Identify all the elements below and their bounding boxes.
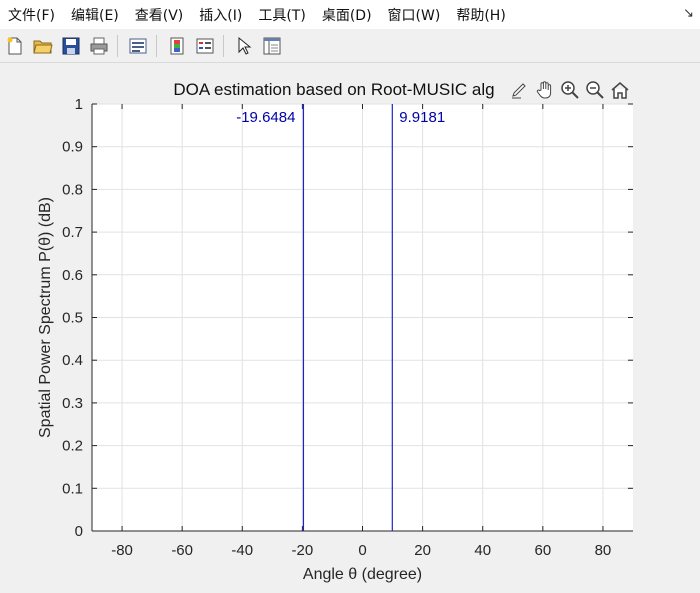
x-tick-label: -80	[111, 542, 133, 559]
figure-toolbar	[0, 29, 700, 63]
figure-canvas: -80 -60 -40 -20 0 20 40 60 80 0 0.1 0.2 0.3 0.4 0.5 0.6…	[0, 63, 700, 589]
x-tick-label: 0	[358, 542, 366, 559]
menu-tools[interactable]: 工具(T)	[258, 7, 306, 24]
menu-window[interactable]: 窗口(W)	[387, 7, 441, 24]
y-tick-label: 0.9	[62, 139, 83, 156]
y-axis-label: Spatial Power Spectrum P(θ) (dB)	[37, 197, 54, 438]
x-tick-label: 40	[474, 542, 491, 559]
y-tick-label: 0	[75, 523, 83, 540]
chart-svg: -80 -60 -40 -20 0 20 40 60 80 0 0.1 0.2 0.3 0.4 0.5 0.6…	[37, 80, 633, 583]
y-tick-label: 0.1	[62, 480, 83, 497]
peak-label-0: -19.6484	[236, 109, 295, 126]
dock-arrow-icon[interactable]: ↘	[683, 6, 694, 21]
chart-title: DOA estimation based on Root-MUSIC alg	[173, 80, 494, 99]
open-folder-icon[interactable]	[30, 33, 56, 59]
print-icon[interactable]	[86, 33, 112, 59]
x-tick-label: 80	[595, 542, 612, 559]
new-file-icon[interactable]	[2, 33, 28, 59]
menu-bar: 文件(F) 编辑(E) 查看(V) 插入(I) 工具(T) 桌面(D) 窗口(W…	[0, 0, 700, 29]
x-tick-label: -20	[292, 542, 314, 559]
colorbar-icon[interactable]	[164, 33, 190, 59]
pan-hand-icon[interactable]	[533, 79, 556, 101]
y-tick-label: 0.5	[62, 310, 83, 327]
y-tick-label: 0.4	[62, 352, 83, 369]
x-axis-label: Angle θ (degree)	[303, 566, 422, 583]
print-preview-icon[interactable]	[125, 33, 151, 59]
save-icon[interactable]	[58, 33, 84, 59]
toolbar-separator	[156, 34, 157, 57]
y-tick-label: 0.6	[62, 267, 83, 284]
menu-desktop[interactable]: 桌面(D)	[321, 7, 372, 24]
legend-icon[interactable]	[192, 33, 218, 59]
x-tick-label: 20	[414, 542, 431, 559]
axes-toolbar	[508, 79, 631, 101]
toolbar-separator	[223, 34, 224, 57]
series	[302, 104, 393, 531]
brush-icon[interactable]	[508, 79, 531, 101]
y-tick-label: 0.7	[62, 224, 83, 241]
x-tick-label: -60	[171, 542, 193, 559]
zoom-out-icon[interactable]	[583, 79, 606, 101]
menu-insert[interactable]: 插入(I)	[199, 7, 243, 24]
peak-label-1: 9.9181	[399, 109, 445, 126]
pointer-icon[interactable]	[231, 33, 257, 59]
property-inspector-icon[interactable]	[259, 33, 285, 59]
x-tick-label: -40	[231, 542, 253, 559]
menu-help[interactable]: 帮助(H)	[456, 7, 506, 24]
y-tick-label: 0.8	[62, 181, 83, 198]
menu-view[interactable]: 查看(V)	[134, 7, 184, 24]
zoom-in-icon[interactable]	[558, 79, 581, 101]
toolbar-separator	[117, 34, 118, 57]
y-tick-label: 1	[75, 96, 83, 113]
menu-edit[interactable]: 编辑(E)	[70, 7, 119, 24]
x-tick-label: 60	[534, 542, 551, 559]
annotations: -19.6484 9.9181	[236, 109, 445, 126]
home-icon[interactable]	[608, 79, 631, 101]
axes: -80 -60 -40 -20 0 20 40 60 80 0 0.1 0.2 0.3 0.4 0.5 0.6…	[62, 96, 633, 559]
menu-file[interactable]: 文件(F)	[8, 7, 55, 24]
y-tick-label: 0.2	[62, 438, 83, 455]
y-tick-label: 0.3	[62, 395, 83, 412]
